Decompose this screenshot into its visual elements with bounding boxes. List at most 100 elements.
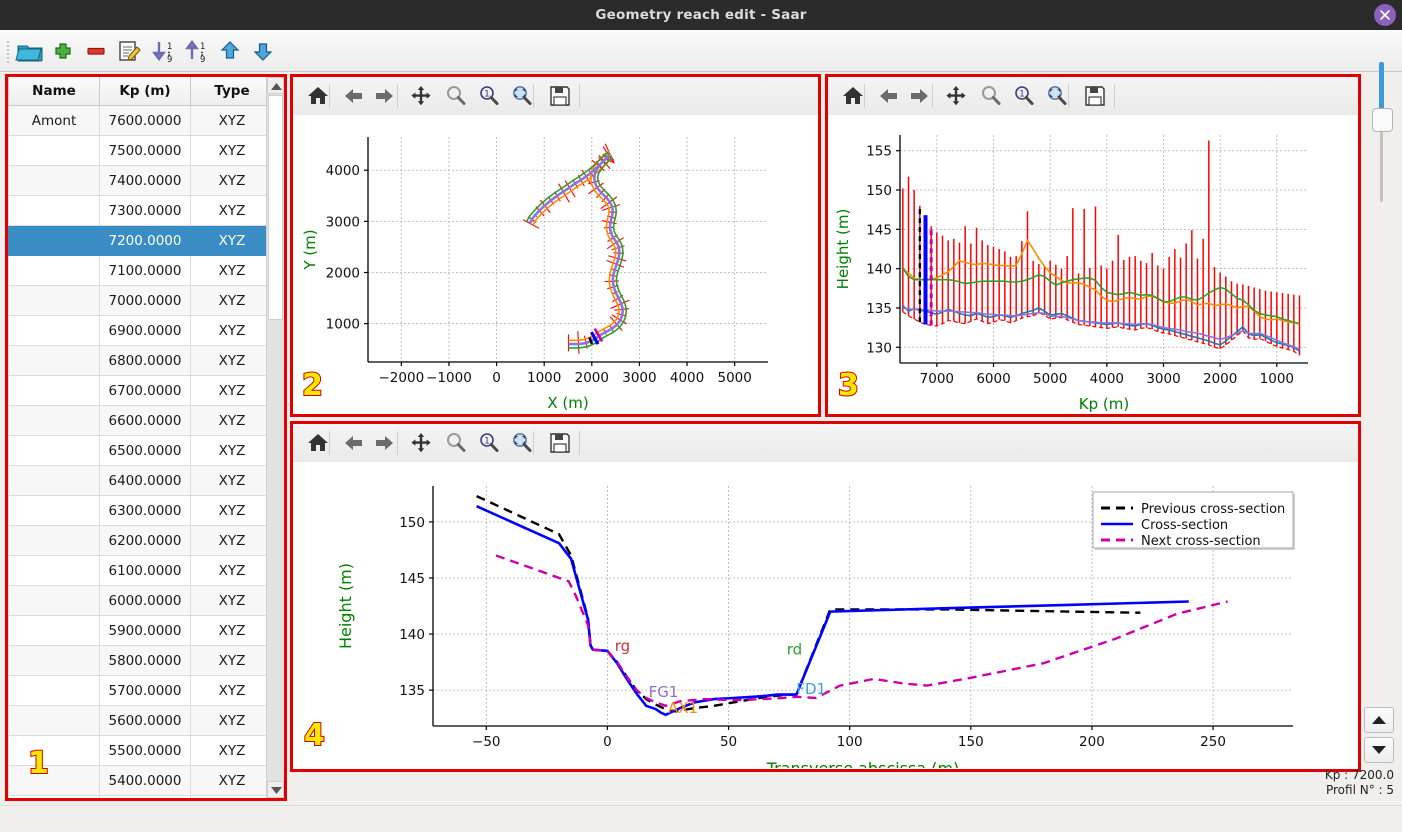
home-icon[interactable] <box>302 427 334 459</box>
svg-text:1000: 1000 <box>527 370 561 386</box>
sort-descending-icon[interactable]: 1 9 <box>148 35 180 67</box>
save-floppy-icon[interactable] <box>1079 80 1111 112</box>
pan-move-icon[interactable] <box>405 80 437 112</box>
svg-text:Kp (m): Kp (m) <box>1079 395 1129 413</box>
zoom-out-icon[interactable] <box>440 427 472 459</box>
bottom-bar <box>0 805 1402 832</box>
svg-text:Height (m): Height (m) <box>336 563 355 649</box>
save-floppy-icon[interactable] <box>544 80 576 112</box>
svg-text:Previous cross-section: Previous cross-section <box>1141 502 1285 517</box>
row-type: XYZ <box>191 646 268 676</box>
save-floppy-icon[interactable] <box>544 427 576 459</box>
zoom-one-icon[interactable]: 1 <box>1008 80 1040 112</box>
home-icon[interactable] <box>302 80 334 112</box>
zoom-fit-icon[interactable] <box>506 427 538 459</box>
zoom-out-icon[interactable] <box>975 80 1007 112</box>
svg-text:1: 1 <box>167 42 172 52</box>
zoom-one-icon[interactable]: 1 <box>473 80 505 112</box>
svg-text:1: 1 <box>484 90 490 100</box>
slider-handle[interactable] <box>1372 108 1393 132</box>
row-type: XYZ <box>191 406 268 436</box>
move-up-arrow-icon[interactable] <box>214 35 246 67</box>
zoom-fit-icon[interactable] <box>506 80 538 112</box>
row-kp: 6000.0000 <box>100 586 191 616</box>
row-name: Amont <box>9 106 100 136</box>
row-type: XYZ <box>191 376 268 406</box>
zoom-fit-icon[interactable] <box>1041 80 1073 112</box>
forward-arrow-icon[interactable] <box>369 80 401 112</box>
row-type: XYZ <box>191 676 268 706</box>
back-arrow-icon[interactable] <box>337 427 369 459</box>
row-kp: 5900.0000 <box>100 616 191 646</box>
row-kp: 6400.0000 <box>100 466 191 496</box>
svg-text:7000: 7000 <box>920 371 954 387</box>
back-arrow-icon[interactable] <box>337 80 369 112</box>
table-scrollbar-thumb[interactable] <box>268 95 283 320</box>
svg-text:140: 140 <box>399 627 425 643</box>
row-name <box>9 226 100 256</box>
zoom-out-icon[interactable] <box>440 80 472 112</box>
cross-section-canvas[interactable]: −50050100150200250135140145150Transverse… <box>293 462 1358 769</box>
svg-text:4000: 4000 <box>670 370 704 386</box>
back-arrow-icon[interactable] <box>872 80 904 112</box>
home-icon[interactable] <box>837 80 869 112</box>
svg-text:5000: 5000 <box>717 370 751 386</box>
pan-move-icon[interactable] <box>405 427 437 459</box>
spin-down-button[interactable] <box>1364 737 1394 763</box>
column-header-kp[interactable]: Kp (m) <box>100 77 191 106</box>
row-name <box>9 466 100 496</box>
pan-move-icon[interactable] <box>940 80 972 112</box>
svg-text:1: 1 <box>1019 90 1025 100</box>
row-name <box>9 316 100 346</box>
forward-arrow-icon[interactable] <box>369 427 401 459</box>
forward-arrow-icon[interactable] <box>904 80 936 112</box>
row-type: XYZ <box>191 136 268 166</box>
spin-up-button[interactable] <box>1364 707 1394 733</box>
close-icon[interactable] <box>1374 4 1396 26</box>
column-header-name[interactable]: Name <box>9 77 100 106</box>
scroll-up-arrow-icon[interactable] <box>267 77 284 94</box>
sort-ascending-icon[interactable]: 1 9 <box>181 35 213 67</box>
column-header-type[interactable]: Type <box>191 77 268 106</box>
svg-text:2000: 2000 <box>575 370 609 386</box>
row-type: XYZ <box>191 796 268 799</box>
row-kp: 6600.0000 <box>100 406 191 436</box>
scroll-down-arrow-icon[interactable] <box>267 781 284 798</box>
row-kp: 5400.0000 <box>100 766 191 796</box>
svg-text:rg: rg <box>615 637 630 655</box>
remove-minus-icon[interactable] <box>80 35 112 67</box>
add-plus-icon[interactable] <box>47 35 79 67</box>
open-folder-icon[interactable] <box>14 35 46 67</box>
table-scrollbar[interactable] <box>266 77 284 798</box>
row-type: XYZ <box>191 166 268 196</box>
edit-note-pencil-icon[interactable] <box>113 35 145 67</box>
panel-tag-3: 3 <box>838 368 859 403</box>
vertical-slider[interactable] <box>1370 62 1392 202</box>
move-down-arrow-icon[interactable] <box>247 35 279 67</box>
zoom-one-icon[interactable]: 1 <box>473 427 505 459</box>
